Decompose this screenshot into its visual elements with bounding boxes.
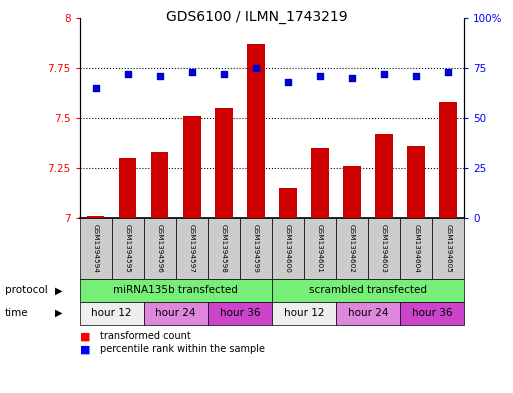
Text: ▶: ▶	[55, 308, 63, 318]
Text: miRNA135b transfected: miRNA135b transfected	[113, 285, 238, 296]
Text: GSM1394604: GSM1394604	[413, 224, 419, 273]
Point	[348, 75, 356, 81]
Text: ■: ■	[80, 344, 90, 354]
Bar	[247, 44, 265, 218]
Text: time: time	[5, 308, 29, 318]
Text: GSM1394602: GSM1394602	[349, 224, 355, 273]
Bar	[151, 152, 168, 218]
Text: GSM1394598: GSM1394598	[221, 224, 227, 273]
Text: hour 36: hour 36	[220, 308, 260, 318]
Text: GSM1394595: GSM1394595	[125, 224, 131, 273]
Bar	[183, 116, 201, 218]
Text: GSM1394594: GSM1394594	[92, 224, 98, 273]
Text: GSM1394599: GSM1394599	[253, 224, 259, 273]
Text: transformed count: transformed count	[100, 331, 191, 341]
Text: ▶: ▶	[55, 285, 63, 296]
Bar	[119, 158, 136, 218]
Text: hour 24: hour 24	[348, 308, 388, 318]
Bar	[440, 102, 457, 218]
Text: hour 36: hour 36	[412, 308, 452, 318]
Text: GSM1394603: GSM1394603	[381, 224, 387, 273]
Point	[412, 73, 420, 79]
Point	[124, 71, 132, 77]
Point	[316, 73, 324, 79]
Point	[91, 84, 100, 91]
Point	[444, 69, 452, 75]
Text: hour 12: hour 12	[284, 308, 324, 318]
Text: percentile rank within the sample: percentile rank within the sample	[100, 344, 265, 354]
Text: GSM1394605: GSM1394605	[445, 224, 451, 273]
Point	[380, 71, 388, 77]
Bar	[343, 166, 361, 218]
Text: ■: ■	[80, 331, 90, 341]
Text: GSM1394597: GSM1394597	[189, 224, 195, 273]
Point	[220, 71, 228, 77]
Bar	[87, 216, 104, 218]
Text: GSM1394601: GSM1394601	[317, 224, 323, 273]
Bar	[311, 148, 329, 218]
Point	[252, 64, 260, 71]
Point	[284, 79, 292, 85]
Point	[155, 73, 164, 79]
Text: hour 12: hour 12	[91, 308, 132, 318]
Bar	[407, 146, 425, 218]
Bar	[279, 188, 297, 218]
Point	[188, 69, 196, 75]
Text: scrambled transfected: scrambled transfected	[309, 285, 427, 296]
Bar	[215, 108, 232, 218]
Text: GDS6100 / ILMN_1743219: GDS6100 / ILMN_1743219	[166, 10, 347, 24]
Text: GSM1394596: GSM1394596	[156, 224, 163, 273]
Text: protocol: protocol	[5, 285, 48, 296]
Text: GSM1394600: GSM1394600	[285, 224, 291, 273]
Text: hour 24: hour 24	[155, 308, 196, 318]
Bar	[376, 134, 393, 218]
